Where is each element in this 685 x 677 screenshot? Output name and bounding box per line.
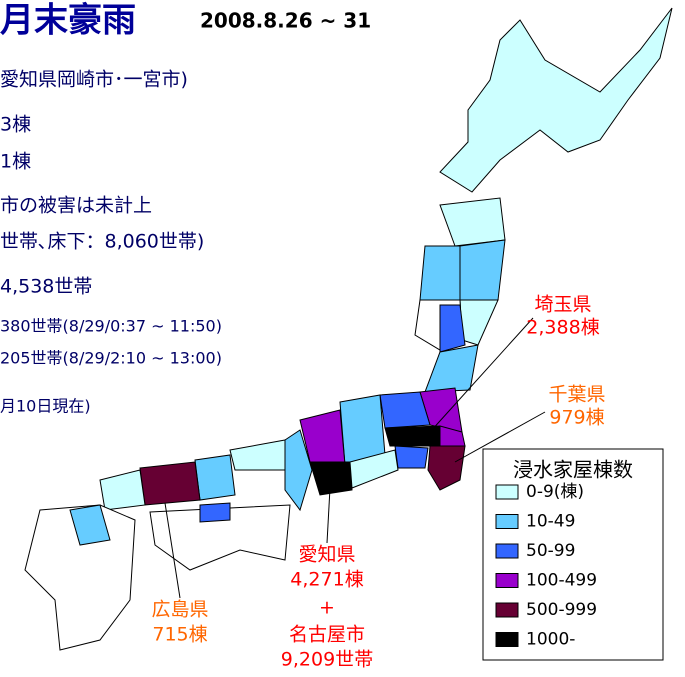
leader-line (429, 317, 534, 433)
pref (459, 299, 499, 346)
pref (199, 502, 231, 523)
label: 4,271棟 (290, 569, 363, 591)
legend-label: 50-99 (526, 541, 575, 561)
pref (349, 449, 399, 489)
label: 2,388棟 (526, 317, 599, 339)
label: 広島県 (151, 599, 208, 621)
pref (419, 245, 461, 301)
pref (69, 504, 111, 546)
legend-label: 500-999 (526, 600, 597, 620)
legend-label: 100-499 (526, 571, 597, 591)
label: 名古屋市 (289, 624, 365, 646)
legend-swatch (495, 602, 519, 618)
leader-line (164, 502, 181, 599)
pref (439, 304, 466, 353)
legend-swatch (495, 573, 519, 588)
legend-label: 1000- (526, 630, 575, 650)
hiroshima (139, 461, 201, 506)
legend-swatch (495, 484, 519, 500)
note: 380世帯(8/29/0:37 ~ 11:50) (0, 317, 222, 336)
note: 1棟 (0, 151, 31, 173)
legend-label: 10-49 (526, 512, 575, 532)
legend: 浸水家屋棟数 0-9(棟) 10-49 50-99 100-499 500-999 100… (482, 448, 664, 661)
pref (99, 469, 146, 511)
pref (384, 425, 441, 447)
hokkaido (439, 7, 673, 193)
label: 千葉県 (548, 384, 605, 406)
leader-line (326, 487, 331, 544)
title: 月末豪雨 (0, 1, 136, 41)
note: 4,538世帯 (0, 276, 92, 298)
legend-swatch (495, 543, 519, 559)
aichi (309, 461, 353, 496)
legend-swatch (495, 514, 519, 529)
kyushu (24, 504, 136, 651)
note: 市の被害は未計上 (0, 195, 152, 217)
legend-swatch (495, 632, 519, 647)
note: 愛知県岡崎市･一宮市) (0, 69, 188, 91)
note: 月10日現在) (0, 397, 91, 416)
pref (194, 454, 236, 501)
pref (459, 239, 506, 301)
label: + (319, 597, 335, 619)
pref (284, 429, 313, 512)
label: 埼玉県 (534, 294, 591, 316)
pref (424, 344, 479, 393)
label: 715棟 (152, 624, 207, 646)
pref (379, 391, 431, 429)
pref (394, 445, 429, 469)
leader-line (454, 411, 546, 463)
label: 愛知県 (298, 544, 355, 566)
label: 979棟 (549, 407, 604, 429)
pref (229, 439, 286, 471)
note: 205世帯(8/29/2:10 ~ 13:00) (0, 349, 222, 368)
note: 3棟 (0, 114, 31, 136)
legend-label: 0-9(棟) (526, 482, 584, 502)
date: 2008.8.26 ~ 31 (200, 9, 371, 33)
label: 9,209世帯 (281, 649, 373, 671)
legend-title: 浸水家屋棟数 (513, 458, 633, 482)
shikoku (149, 504, 291, 571)
note: 世帯､床下：8,060世帯) (0, 231, 204, 253)
pref (439, 197, 506, 247)
japan-map (24, 7, 673, 651)
pref (427, 445, 466, 491)
